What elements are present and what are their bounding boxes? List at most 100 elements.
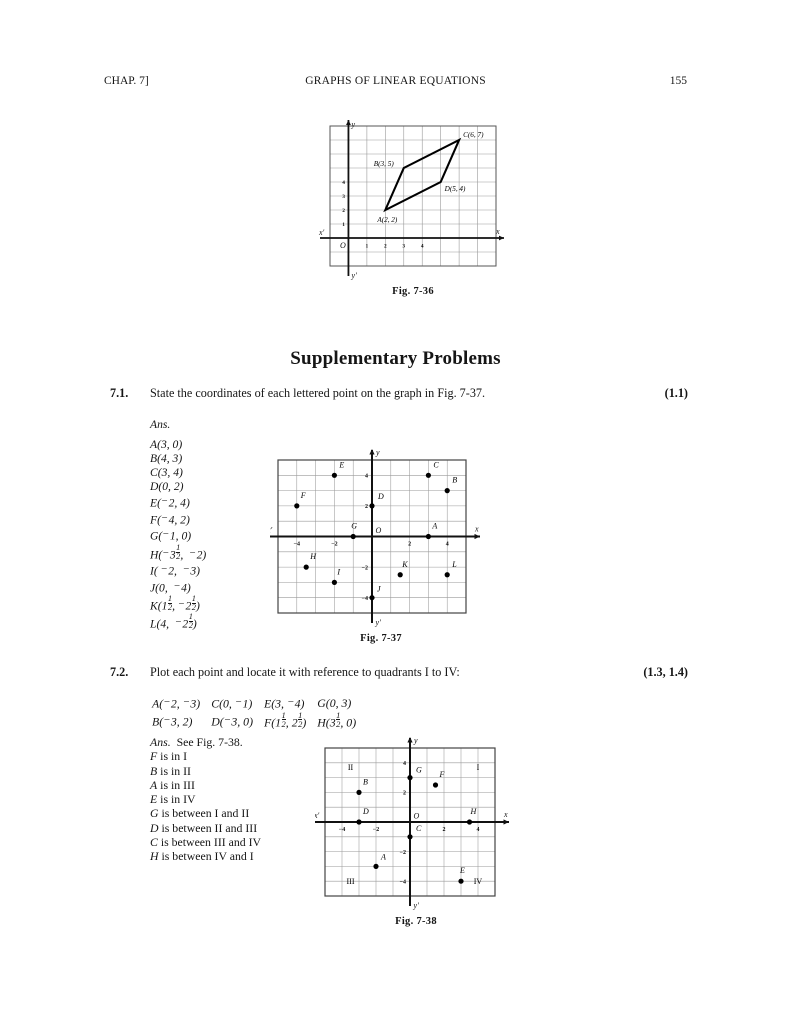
- given-point-c: C(0, −1): [211, 696, 253, 711]
- svg-text:D: D: [377, 492, 384, 501]
- svg-text:A(2, 2): A(2, 2): [376, 216, 398, 224]
- problem-7-2-number: 7.2.: [110, 665, 129, 679]
- quadrant-answer-item: G is between I and II: [150, 806, 250, 821]
- problem-7-1-text: State the coordinates of each lettered p…: [150, 386, 486, 400]
- page-number: 155: [669, 75, 687, 87]
- answer-see-figure: Ans. See Fig. 7-38.: [150, 735, 261, 749]
- svg-text:E: E: [338, 460, 344, 469]
- svg-text:I: I: [336, 567, 340, 576]
- svg-text:4: 4: [477, 827, 480, 833]
- svg-text:x': x': [270, 526, 273, 535]
- svg-text:−2: −2: [373, 827, 379, 833]
- quadrant-answer-item: B is in II: [150, 763, 191, 778]
- quadrant-answer-item: H is between IV and I: [150, 849, 254, 864]
- problem-7-1-number: 7.1.: [110, 386, 129, 400]
- running-head: CHAP. 7] GRAPHS OF LINEAR EQUATIONS 155: [104, 75, 687, 91]
- figure-7-37-graph: −4 −2 2 4 4 2 −2 −4 y y' x x' O A B C D E F G H I J K L: [270, 448, 480, 627]
- svg-text:C: C: [433, 460, 439, 469]
- figure-7-36-caption: Fig. 7-36: [392, 286, 434, 297]
- svg-text:A: A: [431, 522, 437, 531]
- coordinate-answer-item: B(4, 3): [150, 452, 183, 466]
- svg-text:B(3, 5): B(3, 5): [374, 160, 395, 168]
- svg-text:2: 2: [443, 827, 446, 833]
- problem-7-2-reference: (1.3, 1.4): [643, 665, 688, 679]
- svg-text:IV: IV: [474, 877, 483, 886]
- svg-text:B: B: [452, 476, 457, 485]
- svg-text:x': x': [315, 811, 320, 820]
- svg-text:4: 4: [403, 761, 406, 767]
- svg-text:H: H: [470, 807, 478, 816]
- figure-7-36-graph: 1 2 3 4 1 2 3 4 y y' x x' O A(2, 2) B(3, 5) C(6, 7) D(5,…: [318, 120, 504, 280]
- svg-text:2: 2: [365, 504, 368, 510]
- svg-text:O: O: [340, 241, 346, 250]
- coordinate-answer-item: K(1 1 2, −2 1 2): [150, 594, 200, 613]
- svg-text:−2: −2: [331, 542, 337, 548]
- figure-7-37: −4 −2 2 4 4 2 −2 −4 y y' x x' O A B C D E F G H I J K L Fig. 7-3…: [270, 443, 492, 644]
- answer-label: Ans.: [150, 418, 171, 431]
- given-points-row: B(−3, 2) D(−3, 0) F(1 1 2, 2 1 2) H(3 1 2, 0): [152, 711, 367, 730]
- coordinate-answer-item: C(3, 4): [150, 466, 183, 480]
- svg-text:y': y': [350, 271, 357, 280]
- svg-text:−2: −2: [362, 565, 368, 571]
- svg-text:I: I: [477, 763, 480, 772]
- given-points-row: A(−2, −3) C(0, −1) E(3, −4) G(0, 3): [152, 694, 367, 711]
- svg-text:G: G: [416, 766, 422, 775]
- quadrant-answer-item: C is between III and IV: [150, 835, 262, 850]
- coordinate-answer-list: A(3, 0) B(4, 3) C(3, 4) D(0, 2) E(−2, 4) F(−4…: [150, 438, 206, 632]
- given-point-h: H(3 1 2, 0): [317, 710, 357, 730]
- figure-7-36: 1 2 3 4 1 2 3 4 y y' x x' O A(2, 2) B(3, 5) C(6, 7) D(5,…: [318, 118, 508, 297]
- running-head-chapter: CHAP. 7]: [104, 75, 149, 87]
- svg-text:3: 3: [402, 244, 405, 250]
- svg-text:y: y: [375, 448, 380, 457]
- svg-text:E: E: [459, 866, 465, 875]
- svg-text:O: O: [376, 526, 382, 535]
- svg-text:C: C: [416, 824, 422, 833]
- answer-see-text: See Fig. 7-38.: [176, 735, 243, 749]
- figure-7-38-caption: Fig. 7-38: [395, 916, 437, 927]
- coordinate-answer-item: H(−3 1 2, −2): [150, 542, 207, 562]
- svg-text:F: F: [300, 491, 306, 500]
- svg-text:2: 2: [403, 791, 406, 797]
- svg-text:−4: −4: [400, 879, 406, 885]
- problem-7-2-text: Plot each point and locate it with refer…: [150, 665, 460, 679]
- answer-label-2: Ans.: [150, 735, 171, 749]
- svg-text:II: II: [348, 763, 354, 772]
- given-point-e: E(3, −4): [264, 696, 305, 711]
- coordinate-answer-item: A(3, 0): [150, 438, 183, 452]
- svg-text:4: 4: [421, 244, 424, 250]
- svg-text:y: y: [350, 120, 355, 129]
- svg-text:C(6, 7): C(6, 7): [463, 131, 484, 139]
- given-point-d: D(−3, 0): [211, 714, 253, 729]
- svg-text:H: H: [309, 552, 317, 561]
- svg-text:y: y: [413, 736, 418, 745]
- svg-text:4: 4: [365, 474, 368, 480]
- svg-text:1: 1: [342, 222, 345, 228]
- svg-text:−2: −2: [400, 850, 406, 856]
- svg-text:III: III: [347, 877, 355, 886]
- section-heading: Supplementary Problems: [290, 348, 501, 369]
- quadrant-answer-item: A is in III: [150, 777, 195, 792]
- svg-text:x: x: [474, 525, 479, 534]
- svg-text:G: G: [351, 522, 357, 531]
- svg-text:O: O: [414, 812, 420, 821]
- svg-text:2: 2: [408, 542, 411, 548]
- quadrant-answer-item: F is in I: [150, 749, 188, 764]
- svg-text:B: B: [363, 777, 368, 786]
- given-point-b: B(−3, 2): [152, 714, 193, 729]
- svg-text:−4: −4: [294, 542, 300, 548]
- problem-7-1-reference: (1.1): [664, 386, 688, 400]
- svg-text:−4: −4: [339, 827, 345, 833]
- quadrant-answer-item: D is between II and III: [150, 820, 258, 835]
- svg-text:y': y': [413, 901, 420, 910]
- svg-text:4: 4: [446, 542, 449, 548]
- svg-text:1: 1: [366, 244, 369, 250]
- svg-text:L: L: [451, 560, 457, 569]
- svg-text:K: K: [401, 560, 408, 569]
- problem-7-2-given-points: A(−2, −3) C(0, −1) E(3, −4) G(0, 3) B(−3, 2)…: [152, 694, 367, 731]
- svg-text:4: 4: [342, 180, 345, 186]
- svg-text:3: 3: [342, 194, 345, 200]
